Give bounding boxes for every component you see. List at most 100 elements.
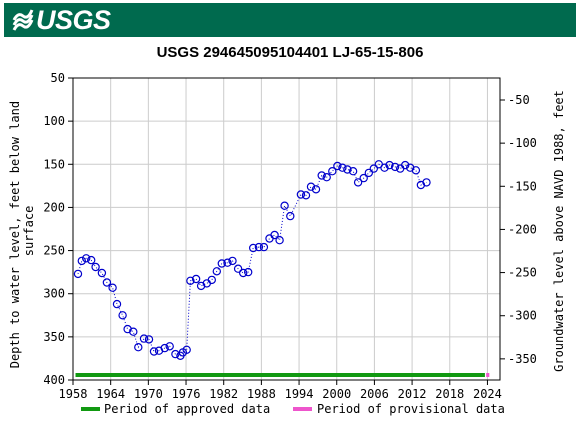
data-point	[217, 259, 226, 268]
y-axis-left-label-line1: Depth to water level, feet below land	[8, 101, 22, 368]
data-point	[86, 255, 96, 265]
y-left-tick-label: 200	[43, 200, 65, 214]
data-point	[311, 185, 321, 194]
data-point	[401, 160, 410, 170]
x-tick-label: 2024	[473, 387, 502, 401]
data-point	[343, 165, 352, 174]
x-axis: 1958 1964 1970 1976 1982 1988 1994 2000 2006 2012…	[59, 380, 502, 401]
y-axis-right-label: Groundwater level above NAVD 1988, feet	[552, 90, 566, 372]
data-point	[129, 327, 138, 336]
data-point	[228, 256, 237, 266]
data-point	[390, 162, 400, 172]
data-point	[301, 191, 311, 200]
x-tick-label: 1970	[134, 387, 163, 401]
y-left-tick-label: 300	[43, 287, 65, 301]
y-left-tick-label: 100	[43, 114, 65, 128]
data-point	[165, 342, 174, 351]
data-point	[286, 211, 295, 221]
x-tick-label: 1976	[172, 387, 201, 401]
y-right-tick-label: -300	[508, 309, 537, 323]
data-point	[139, 334, 149, 343]
data-point	[265, 234, 274, 243]
data-point	[91, 262, 100, 272]
data-point	[359, 173, 368, 183]
y-right-tick-label: -250	[508, 266, 537, 280]
x-tick-label: 1982	[209, 387, 238, 401]
legend-approved-label: Period of approved data	[104, 402, 270, 416]
data-point	[134, 343, 143, 352]
data-point	[338, 163, 347, 172]
usgs-logo-icon	[12, 9, 34, 31]
x-tick-label: 2006	[360, 387, 389, 401]
data-point	[144, 335, 154, 344]
data-series	[73, 160, 431, 360]
data-point	[353, 178, 363, 187]
data-point	[186, 276, 195, 285]
data-point	[233, 264, 243, 273]
data-point	[364, 168, 373, 178]
x-tick-label: 1994	[285, 387, 314, 401]
x-tick-label: 2018	[435, 387, 464, 401]
y-right-tick-label: -350	[508, 352, 537, 366]
legend: Period of approved data Period of provis…	[81, 402, 505, 416]
y-right-tick-label: -150	[508, 179, 537, 193]
data-point	[108, 283, 117, 292]
data-point	[385, 160, 394, 170]
data-point	[102, 278, 112, 287]
series-line	[77, 163, 427, 357]
y-axis-left: 50 100 150 200 250 300 350 400	[43, 71, 73, 387]
y-axis-right: -50 -100 -150 -200 -250 -300 -350	[500, 93, 537, 366]
data-point	[207, 275, 216, 285]
plot-area	[72, 77, 501, 381]
data-point	[112, 299, 122, 309]
usgs-logo-text: USGS	[36, 5, 111, 35]
data-point	[369, 164, 378, 173]
data-point	[118, 311, 127, 320]
legend-provisional-label: Period of provisional data	[317, 402, 505, 416]
y-left-tick-label: 400	[43, 373, 65, 387]
usgs-logo[interactable]: USGS	[12, 5, 111, 35]
data-point	[212, 267, 221, 276]
data-point	[77, 256, 87, 266]
data-point	[306, 182, 316, 191]
data-point	[348, 166, 358, 176]
grid	[72, 77, 500, 381]
data-point	[270, 230, 279, 240]
data-point	[191, 274, 201, 284]
data-point	[259, 242, 269, 252]
y-right-tick-label: -50	[508, 93, 530, 107]
x-tick-label: 1958	[59, 387, 88, 401]
usgs-banner: USGS	[4, 3, 576, 37]
y-axis-left-label: Depth to water level, feet below land su…	[8, 94, 36, 369]
data-point	[73, 269, 83, 279]
y-right-tick-label: -200	[508, 222, 537, 236]
data-point	[81, 254, 91, 263]
y-axis-left-label-line2: surface	[22, 206, 36, 257]
y-left-tick-label: 50	[51, 71, 65, 85]
data-point	[380, 163, 389, 172]
data-point	[275, 235, 284, 245]
data-point	[322, 172, 331, 182]
data-point	[97, 268, 107, 278]
x-tick-label: 1988	[247, 387, 276, 401]
data-point	[296, 190, 306, 199]
y-right-tick-label: -100	[508, 136, 537, 150]
y-left-tick-label: 250	[43, 244, 65, 258]
data-point	[333, 161, 342, 171]
data-point	[254, 242, 264, 252]
data-point	[243, 267, 253, 277]
data-point	[238, 268, 248, 278]
data-point	[328, 166, 337, 176]
data-point	[422, 178, 431, 187]
data-point	[160, 343, 169, 353]
data-point	[182, 345, 191, 354]
data-point	[248, 243, 258, 253]
chart-title: USGS 294645095104401 LJ-65-15-806	[157, 44, 424, 61]
data-point	[280, 201, 289, 210]
y-left-tick-label: 350	[43, 330, 65, 344]
y-left-tick-label: 150	[43, 157, 65, 171]
x-tick-label: 2012	[398, 387, 427, 401]
data-point	[149, 347, 159, 356]
data-point	[317, 171, 326, 180]
